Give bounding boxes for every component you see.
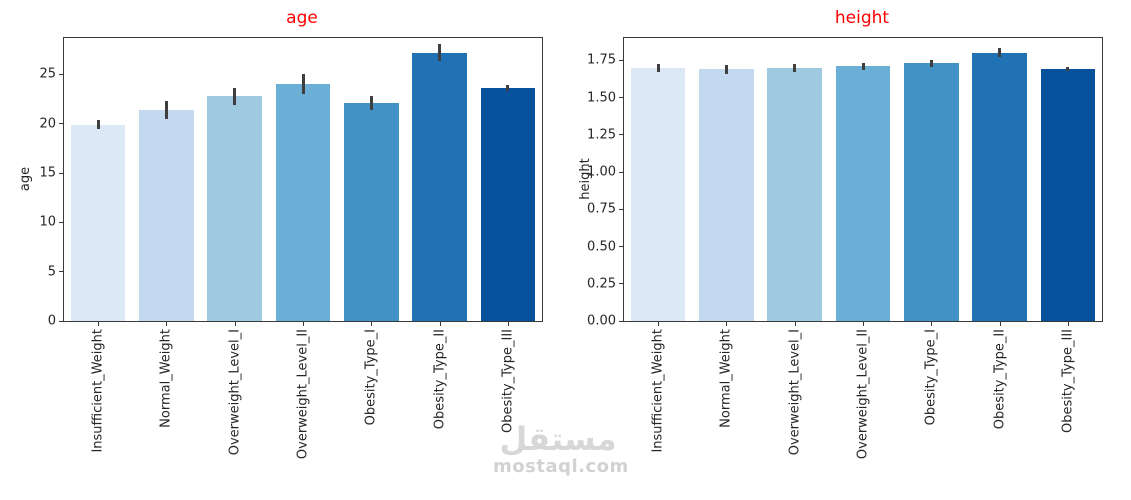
y-tick-mark (619, 246, 623, 248)
x-tick-label: Overweight_Level_II (855, 329, 871, 460)
error-bar (164, 101, 168, 119)
x-tick-label: Overweight_Level_II (295, 329, 311, 460)
x-tick-label: Obesity_Type_III (1060, 329, 1076, 434)
bar-Obesity_Type_II (412, 52, 467, 321)
bar-Overweight_Level_II (835, 66, 891, 321)
x-tick-label: Obesity_Type_II (992, 329, 1008, 430)
y-tick-label: 0.75 (587, 201, 616, 217)
x-tick-mark (234, 322, 236, 326)
error-bar (998, 48, 1002, 58)
x-tick-mark (794, 322, 796, 326)
error-bar (724, 64, 728, 74)
error-bar (233, 87, 237, 105)
x-tick-mark (371, 322, 373, 326)
y-tick-label: 15 (39, 165, 56, 181)
y-tick-label: 0.50 (587, 239, 616, 255)
y-tick-mark (619, 97, 623, 99)
x-tick-label: Obesity_Type_I (363, 329, 379, 426)
height-plot-area: 0.00 0.25 0.50 0.75 1.00 1.25 1.50 1.75 Insuffic… (587, 37, 1103, 459)
y-tick-mark (59, 221, 63, 223)
error-bar (369, 96, 373, 110)
watermark-domain: mostaql.com (493, 456, 629, 478)
x-tick-label: Insufficient_Weight (90, 329, 106, 453)
y-tick-label: 10 (39, 214, 56, 230)
y-tick-label: 1.00 (587, 164, 616, 180)
bar-Obesity_Type_I (343, 103, 399, 321)
age-plot-area: 0 5 10 15 20 25 Insufficient_Weight Normal_Weig… (39, 37, 543, 459)
y-tick-mark (619, 283, 623, 285)
y-tick-mark (59, 73, 63, 75)
x-tick-label: Overweight_Level_I (787, 329, 803, 456)
bar-Obesity_Type_III (480, 88, 536, 321)
x-tick-mark (439, 322, 441, 326)
y-tick-mark (59, 172, 63, 174)
y-tick-label: 0.25 (587, 276, 616, 292)
error-bar (656, 64, 660, 72)
error-bar (929, 59, 933, 68)
x-tick-label: Overweight_Level_I (227, 329, 243, 456)
bar-Overweight_Level_I (207, 96, 263, 321)
x-tick-label: Obesity_Type_III (500, 329, 516, 434)
x-tick-mark (98, 322, 100, 326)
x-tick-mark (166, 322, 168, 326)
error-bar (506, 85, 510, 92)
height-chart-title: height (834, 8, 890, 28)
age-chart-title: age (286, 8, 318, 28)
error-bar (438, 44, 442, 62)
error-bar (1066, 67, 1070, 72)
error-bar (861, 62, 865, 70)
y-tick-mark (59, 123, 63, 125)
bar-Overweight_Level_I (767, 67, 823, 321)
x-tick-mark (658, 322, 660, 326)
y-tick-mark (619, 59, 623, 61)
x-tick-mark (1067, 322, 1069, 326)
x-tick-label: Insufficient_Weight (650, 329, 666, 453)
bar-Normal_Weight (699, 69, 754, 321)
bar-Obesity_Type_II (972, 52, 1027, 321)
bar-Obesity_Type_I (903, 63, 959, 321)
x-tick-label: Normal_Weight (718, 329, 734, 428)
y-tick-mark (619, 208, 623, 210)
y-tick-label: 1.25 (587, 127, 616, 143)
y-tick-label: 0.00 (587, 313, 616, 329)
y-tick-mark (59, 320, 63, 322)
bar-Normal_Weight (139, 109, 194, 321)
error-bar (301, 74, 305, 95)
x-tick-mark (303, 322, 304, 326)
bar-Obesity_Type_III (1040, 69, 1096, 321)
x-tick-mark (999, 322, 1001, 326)
y-tick-label: 25 (39, 66, 56, 82)
x-tick-label: Normal_Weight (158, 329, 174, 428)
x-tick-mark (726, 322, 728, 326)
y-tick-label: 0 (47, 313, 56, 329)
y-tick-mark (619, 134, 623, 136)
y-tick-label: 20 (39, 116, 56, 132)
bar-Insufficient_Weight (630, 67, 686, 321)
y-tick-label: 5 (47, 264, 56, 280)
x-tick-mark (931, 322, 933, 326)
y-tick-mark (619, 171, 623, 173)
x-tick-mark (507, 322, 509, 326)
y-tick-mark (59, 271, 63, 273)
y-tick-label: 1.50 (587, 90, 616, 106)
x-tick-mark (863, 322, 864, 326)
error-bar (96, 120, 100, 130)
y-tick-label: 1.75 (587, 52, 616, 68)
bar-Insufficient_Weight (70, 124, 126, 321)
x-tick-label: Obesity_Type_I (923, 329, 939, 426)
error-bar (793, 64, 797, 72)
x-tick-label: Obesity_Type_II (432, 329, 448, 430)
y-tick-mark (619, 320, 623, 322)
bar-Overweight_Level_II (275, 84, 331, 321)
